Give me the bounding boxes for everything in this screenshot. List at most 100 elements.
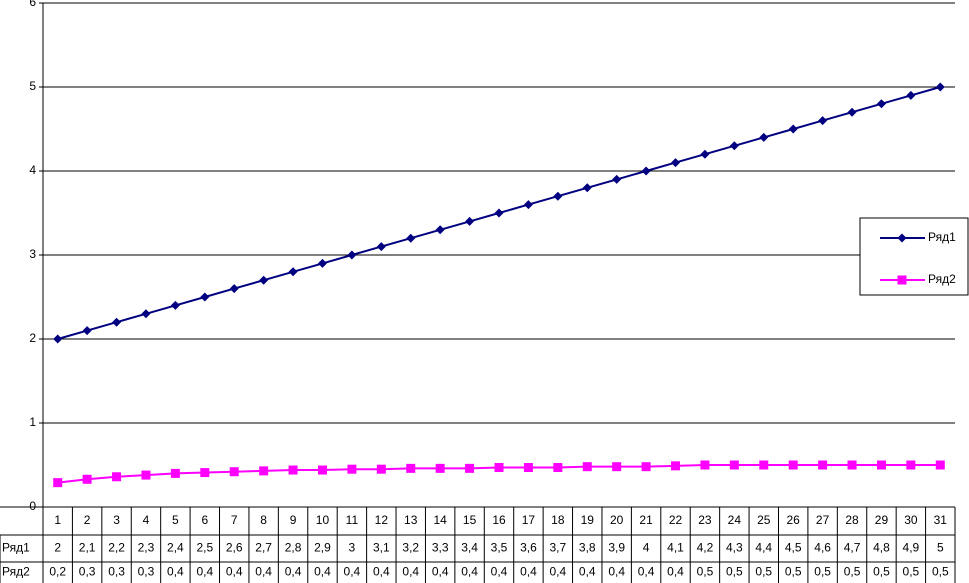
data-point: [759, 132, 769, 142]
data-point: [229, 284, 239, 294]
data-point: [523, 200, 533, 210]
table-cell: 0,4: [491, 565, 508, 579]
data-point: [553, 463, 563, 473]
data-point: [847, 107, 857, 117]
y-tick-label: 5: [29, 79, 36, 93]
table-cell: 0,4: [638, 565, 655, 579]
data-point: [818, 460, 828, 470]
x-tick-label: 10: [316, 513, 330, 527]
table-cell: 3,3: [432, 541, 449, 555]
table-cell: 3,4: [461, 541, 478, 555]
x-tick-label: 12: [375, 513, 389, 527]
data-point: [494, 208, 504, 218]
y-tick-label: 3: [29, 247, 36, 261]
x-tick-label: 24: [728, 513, 742, 527]
data-point: [259, 466, 269, 476]
x-tick-label: 30: [904, 513, 918, 527]
table-cell: 3,7: [549, 541, 566, 555]
data-point: [641, 166, 651, 176]
y-tick-label: 2: [29, 331, 36, 345]
x-tick-label: 25: [757, 513, 771, 527]
data-point: [435, 463, 445, 473]
data-point: [141, 309, 151, 319]
table-cell: 0,4: [520, 565, 537, 579]
table-cell: 0,5: [932, 565, 949, 579]
x-tick-label: 11: [346, 513, 359, 527]
table-cell: 0,4: [196, 565, 213, 579]
table-cell: 0,4: [255, 565, 272, 579]
x-tick-label: 21: [639, 513, 653, 527]
data-point: [347, 250, 357, 260]
table-cell: 0,3: [79, 565, 96, 579]
x-tick-label: 1: [54, 513, 61, 527]
legend-label: Ряд2: [928, 272, 956, 286]
data-point: [170, 468, 180, 478]
data-point: [935, 82, 945, 92]
table-cell: 2,3: [138, 541, 155, 555]
legend-label: Ряд1: [928, 230, 956, 244]
data-point: [759, 460, 769, 470]
data-point: [818, 116, 828, 126]
x-tick-label: 26: [787, 513, 801, 527]
data-point: [876, 460, 886, 470]
data-point: [582, 462, 592, 472]
x-tick-label: 22: [669, 513, 683, 527]
data-point: [729, 460, 739, 470]
x-tick-label: 7: [231, 513, 238, 527]
table-cell: 5: [937, 541, 944, 555]
table-cell: 0,4: [167, 565, 184, 579]
table-cell: 3,6: [520, 541, 537, 555]
table-cell: 0,4: [285, 565, 302, 579]
table-cell: 2,8: [285, 541, 302, 555]
table-cell: 2,5: [196, 541, 213, 555]
table-cell: 2: [54, 541, 61, 555]
data-point: [847, 460, 857, 470]
x-tick-label: 15: [463, 513, 477, 527]
table-cell: 0,4: [344, 565, 361, 579]
data-point: [347, 464, 357, 474]
data-point: [317, 258, 327, 268]
table-row-header: Ряд1: [2, 541, 30, 555]
legend-marker: [897, 275, 907, 285]
x-tick-label: 16: [492, 513, 506, 527]
table-cell: 0,5: [755, 565, 772, 579]
table-cell: 4,4: [755, 541, 772, 555]
x-tick-label: 23: [698, 513, 712, 527]
x-tick-label: 9: [290, 513, 297, 527]
table-cell: 3,5: [491, 541, 508, 555]
y-tick-label: 6: [29, 0, 36, 9]
table-cell: 3,1: [373, 541, 390, 555]
data-point: [288, 465, 298, 475]
x-tick-label: 18: [551, 513, 565, 527]
x-tick-label: 14: [433, 513, 447, 527]
data-point: [700, 149, 710, 159]
table-cell: 0,4: [579, 565, 596, 579]
data-point: [406, 463, 416, 473]
table-cell: 3,9: [608, 541, 625, 555]
x-tick-label: 28: [845, 513, 859, 527]
data-point: [170, 300, 180, 310]
table-cell: 0,4: [314, 565, 331, 579]
x-tick-label: 5: [172, 513, 179, 527]
data-point: [935, 460, 945, 470]
table-cell: 2,2: [108, 541, 125, 555]
table-cell: 4,3: [726, 541, 743, 555]
table-cell: 0,5: [814, 565, 831, 579]
table-cell: 0,5: [903, 565, 920, 579]
data-point: [200, 292, 210, 302]
legend-marker: [897, 233, 907, 243]
table-cell: 4,2: [697, 541, 714, 555]
table-cell: 4,7: [844, 541, 861, 555]
data-point: [112, 317, 122, 327]
table-cell: 0,5: [726, 565, 743, 579]
table-cell: 3: [349, 541, 356, 555]
x-tick-label: 8: [260, 513, 267, 527]
x-tick-label: 29: [875, 513, 889, 527]
x-tick-label: 27: [816, 513, 830, 527]
data-point: [141, 470, 151, 480]
x-tick-label: 2: [84, 513, 91, 527]
data-point: [906, 460, 916, 470]
table-cell: 2,6: [226, 541, 243, 555]
table-cell: 0,3: [108, 565, 125, 579]
y-tick-label: 0: [29, 499, 36, 513]
